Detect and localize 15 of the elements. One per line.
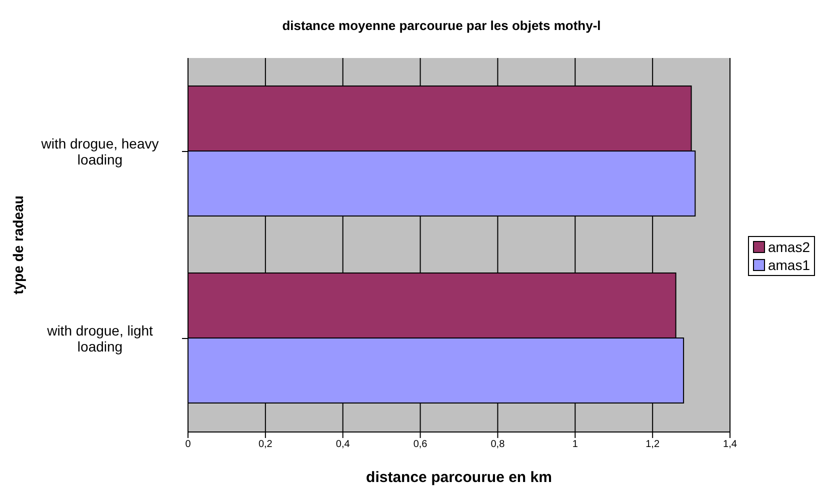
x-tick-label: 0 [185, 439, 192, 450]
y-tick-label: with drogue, heavy loading [40, 135, 159, 168]
y-axis-title: type de radeau [10, 196, 26, 294]
x-tick-label: 0,2 [258, 439, 273, 450]
y-tick-label: with drogue, light loading [46, 322, 154, 354]
x-axis-title: distance parcourue en km [366, 469, 552, 486]
chart-title: distance moyenne parcourue par les objets mothy-l [281, 17, 602, 35]
legend-label: amas1 [768, 257, 810, 273]
x-tick-label: 1,4 [723, 439, 738, 450]
x-tick-label: 0,6 [413, 439, 428, 450]
legend-label: amas2 [768, 239, 810, 255]
x-tick-label: 0,4 [336, 439, 350, 450]
x-tick-label: 0,8 [490, 439, 506, 450]
x-tick-label: 1 [572, 439, 578, 450]
x-tick-label: 1,2 [646, 439, 660, 450]
